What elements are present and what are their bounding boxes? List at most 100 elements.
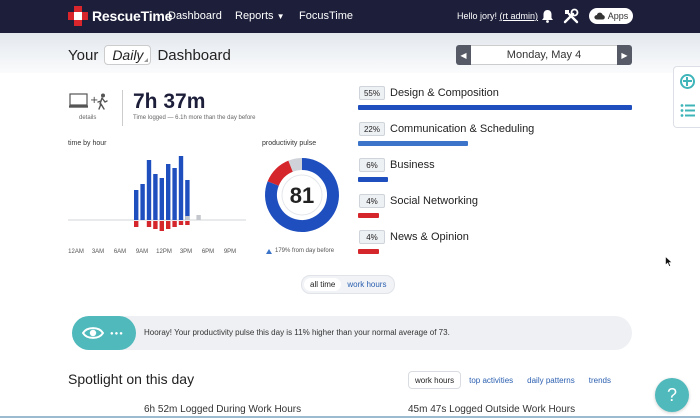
- x-tick-label: 12PM: [156, 249, 172, 255]
- bar-productive[interactable]: [178, 156, 184, 220]
- chevron-left-icon: ◀: [460, 50, 467, 60]
- title-suffix: Dashboard: [157, 46, 231, 64]
- bar-distracting[interactable]: [178, 221, 184, 225]
- x-tick-label: 9AM: [136, 249, 148, 255]
- bar-productive[interactable]: [185, 180, 190, 220]
- nav-focustime[interactable]: FocusTime: [299, 10, 353, 22]
- insight-banner: ●●● Hooray! Your productivity pulse this…: [72, 316, 632, 350]
- x-tick-label: 3AM: [92, 249, 104, 255]
- date-navigator: ◀ Monday, May 4 ▶: [456, 45, 632, 65]
- outside-hours-stat: 45m 47s Logged Outside Work Hours: [408, 404, 576, 415]
- category-row[interactable]: 4% Social Networking: [358, 194, 634, 230]
- category-bar: [358, 249, 379, 254]
- nav-dashboard[interactable]: Dashboard: [168, 10, 222, 22]
- time-logged-subtext: Time logged — 6.1h more than the day bef…: [133, 115, 256, 121]
- details-label[interactable]: details: [79, 115, 97, 121]
- tools-icon[interactable]: [563, 8, 579, 24]
- bar-distracting[interactable]: [146, 221, 152, 227]
- bar-productive[interactable]: [153, 174, 158, 220]
- category-name[interactable]: Design & Composition: [390, 87, 499, 99]
- bottom-edge: [0, 416, 700, 418]
- bar-neutral[interactable]: [185, 216, 190, 220]
- bar-neutral[interactable]: [196, 215, 201, 220]
- prev-day-button[interactable]: ◀: [456, 45, 471, 65]
- toggle-all-time[interactable]: all time: [304, 278, 342, 291]
- bar-productive[interactable]: [159, 178, 164, 220]
- next-day-button[interactable]: ▶: [617, 45, 632, 65]
- bar-distracting[interactable]: [153, 221, 158, 229]
- period-select[interactable]: Daily: [104, 45, 152, 65]
- bar-productive[interactable]: [146, 160, 152, 220]
- spotlight-title: Spotlight on this day: [68, 371, 195, 387]
- x-tick-label: 6AM: [114, 249, 126, 255]
- logo[interactable]: RescueTime: [68, 6, 172, 26]
- svg-text:+: +: [90, 95, 98, 106]
- up-arrow-icon: [266, 248, 272, 254]
- productivity-pulse-chart[interactable]: 81: [262, 155, 342, 235]
- tab-top-activities[interactable]: top activities: [469, 375, 514, 385]
- category-percent: 55%: [359, 86, 385, 100]
- mouse-cursor-icon: [665, 256, 673, 267]
- eye-icon: [82, 327, 104, 339]
- bar-distracting[interactable]: [159, 221, 164, 231]
- x-tick-label: 9PM: [224, 249, 236, 255]
- bar-productive[interactable]: [134, 190, 139, 220]
- apps-button[interactable]: Apps: [589, 8, 633, 24]
- list-icon[interactable]: [680, 103, 695, 118]
- pulse-change: 179% from day before: [266, 248, 334, 254]
- tab-trends[interactable]: trends: [588, 375, 611, 385]
- bar-distracting[interactable]: [172, 221, 177, 227]
- toggle-work-hours[interactable]: work hours: [347, 280, 387, 289]
- title-prefix: Your: [68, 46, 99, 64]
- category-percent: 4%: [359, 230, 385, 244]
- bar-distracting[interactable]: [166, 221, 171, 229]
- pulse-slice-productive[interactable]: [265, 158, 339, 232]
- category-name[interactable]: Social Networking: [390, 195, 479, 207]
- category-name[interactable]: Business: [390, 159, 435, 171]
- category-row[interactable]: 4% News & Opinion: [358, 230, 634, 266]
- category-name[interactable]: News & Opinion: [390, 231, 469, 243]
- category-name[interactable]: Communication & Scheduling: [390, 123, 535, 135]
- category-bar: [358, 213, 379, 218]
- pulse-slice-neutral[interactable]: [288, 158, 303, 172]
- tab-daily-patterns[interactable]: daily patterns: [527, 375, 575, 385]
- nav-reports[interactable]: Reports ▼: [235, 10, 285, 22]
- bar-productive[interactable]: [140, 184, 145, 220]
- devices-icon[interactable]: +: [69, 93, 109, 111]
- x-tick-label: 6PM: [202, 249, 214, 255]
- category-row[interactable]: 6% Business: [358, 158, 634, 194]
- admin-link[interactable]: (rt admin): [499, 11, 539, 21]
- side-actions: [673, 66, 700, 128]
- top-nav: RescueTime Dashboard Reports ▼ FocusTime…: [0, 0, 700, 33]
- add-circle-icon[interactable]: [680, 74, 695, 89]
- tab-work-hours[interactable]: work hours: [408, 371, 462, 389]
- category-list: 55% Design & Composition 22% Communication …: [358, 86, 634, 266]
- category-bar: [358, 141, 468, 146]
- bar-distracting[interactable]: [185, 221, 190, 225]
- category-row[interactable]: 55% Design & Composition: [358, 86, 634, 122]
- work-hours-stat: 6h 52m Logged During Work Hours: [144, 404, 302, 415]
- bell-icon[interactable]: [541, 9, 554, 23]
- category-percent: 6%: [359, 158, 385, 172]
- help-button[interactable]: ?: [655, 378, 689, 412]
- bar-productive[interactable]: [166, 164, 171, 220]
- x-tick-label: 3PM: [180, 249, 192, 255]
- dots-icon: ●●●: [110, 331, 124, 337]
- pulse-center: [281, 174, 323, 216]
- category-bar: [358, 177, 389, 182]
- logo-text: RescueTime: [92, 8, 173, 24]
- chevron-right-icon: ▶: [621, 50, 628, 60]
- date-label[interactable]: Monday, May 4: [471, 45, 617, 65]
- pulse-score: 81: [290, 183, 314, 208]
- pulse-slice-distracting[interactable]: [267, 160, 294, 187]
- category-percent: 22%: [359, 122, 385, 136]
- range-toggle: all time work hours: [301, 275, 396, 294]
- apps-label: Apps: [607, 11, 629, 21]
- resize-corner-icon: [144, 58, 149, 62]
- bar-productive[interactable]: [172, 168, 177, 220]
- insight-pill[interactable]: ●●●: [72, 316, 136, 350]
- time-by-hour-label: time by hour: [68, 140, 107, 147]
- category-row[interactable]: 22% Communication & Scheduling: [358, 122, 634, 158]
- bar-distracting[interactable]: [134, 221, 139, 227]
- time-by-hour-chart[interactable]: 12AM 3AM 6AM 9AM 12PM 3PM 6PM 9PM: [68, 150, 248, 256]
